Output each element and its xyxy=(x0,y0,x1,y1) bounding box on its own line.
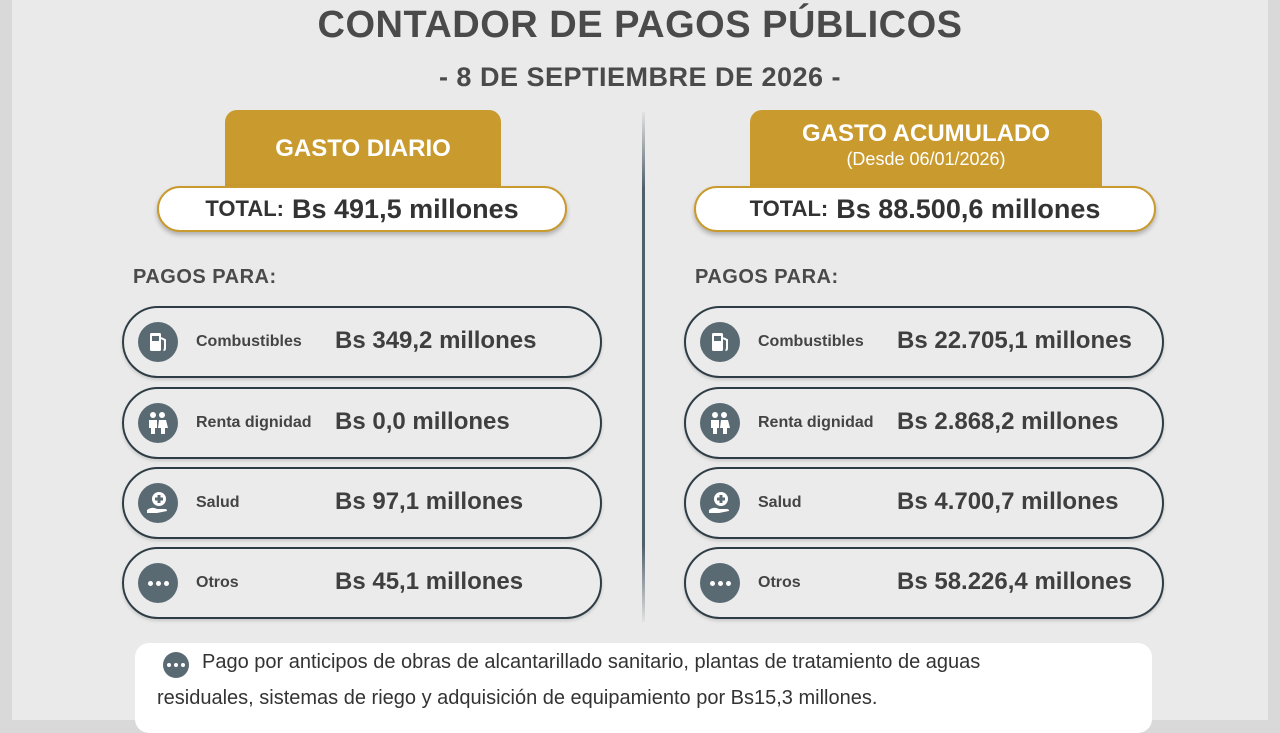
list-item-acumulado-otros: Otros Bs 58.226,4 millones xyxy=(684,547,1164,619)
total-diario: TOTAL: Bs 491,5 millones xyxy=(157,186,567,232)
list-item-diario-salud: Salud Bs 97,1 millones xyxy=(122,467,602,539)
item-amount: Bs 2.868,2 millones xyxy=(897,408,1119,435)
item-amount: Bs 4.700,7 millones xyxy=(897,488,1119,515)
pagos-para-label-acumulado: PAGOS PARA: xyxy=(695,266,839,288)
list-item-diario-combustibles: Combustibles Bs 349,2 millones xyxy=(122,306,602,378)
note-text-line-1: Pago por anticipos de obras de alcantari… xyxy=(202,651,981,673)
fuel-pump-icon xyxy=(700,322,740,362)
list-item-diario-otros: Otros Bs 45,1 millones xyxy=(122,547,602,619)
tab-gasto-acumulado-since: (Desde 06/01/2026) xyxy=(846,149,1006,169)
health-hand-icon xyxy=(138,483,178,523)
total-acumulado: TOTAL: Bs 88.500,6 millones xyxy=(694,186,1156,232)
elderly-couple-icon xyxy=(700,403,740,443)
total-acumulado-label: TOTAL: xyxy=(749,196,829,221)
item-name: Combustibles xyxy=(758,333,864,350)
list-item-acumulado-combustibles: Combustibles Bs 22.705,1 millones xyxy=(684,306,1164,378)
page-title: CONTADOR DE PAGOS PÚBLICOS xyxy=(317,4,963,46)
tab-gasto-acumulado: GASTO ACUMULADO (Desde 06/01/2026) xyxy=(750,110,1102,188)
list-item-diario-renta-dignidad: Renta dignidad Bs 0,0 millones xyxy=(122,387,602,459)
more-dots-icon xyxy=(700,563,740,603)
fuel-pump-icon xyxy=(138,322,178,362)
elderly-couple-icon xyxy=(138,403,178,443)
item-amount: Bs 0,0 millones xyxy=(335,408,510,435)
item-name: Renta dignidad xyxy=(196,414,312,431)
more-dots-icon xyxy=(138,563,178,603)
pagos-para-label-diario: PAGOS PARA: xyxy=(133,266,277,288)
item-name: Otros xyxy=(196,574,239,591)
item-name: Salud xyxy=(196,494,240,511)
otros-note-card: Pago por anticipos de obras de alcantari… xyxy=(135,643,1152,733)
health-hand-icon xyxy=(700,483,740,523)
tab-gasto-diario: GASTO DIARIO xyxy=(225,110,501,188)
item-amount: Bs 97,1 millones xyxy=(335,488,524,515)
tab-gasto-diario-label: GASTO DIARIO xyxy=(275,135,451,162)
page-date: - 8 DE SEPTIEMBRE DE 2026 - xyxy=(438,62,842,92)
item-amount: Bs 45,1 millones xyxy=(335,568,524,595)
more-dots-icon xyxy=(163,652,189,678)
list-item-acumulado-renta-dignidad: Renta dignidad Bs 2.868,2 millones xyxy=(684,387,1164,459)
item-name: Combustibles xyxy=(196,333,302,350)
total-acumulado-value: Bs 88.500,6 millones xyxy=(836,193,1101,224)
tab-gasto-acumulado-label: GASTO ACUMULADO xyxy=(802,120,1050,147)
total-diario-value: Bs 491,5 millones xyxy=(292,193,519,224)
item-name: Salud xyxy=(758,494,802,511)
total-diario-label: TOTAL: xyxy=(205,196,284,221)
item-name: Renta dignidad xyxy=(758,414,874,431)
item-name: Otros xyxy=(758,574,801,591)
item-amount: Bs 58.226,4 millones xyxy=(897,568,1132,595)
item-amount: Bs 349,2 millones xyxy=(335,327,537,354)
item-amount: Bs 22.705,1 millones xyxy=(897,327,1132,354)
list-item-acumulado-salud: Salud Bs 4.700,7 millones xyxy=(684,467,1164,539)
column-divider xyxy=(642,112,645,622)
note-text-line-2: residuales, sistemas de riego y adquisic… xyxy=(157,687,878,709)
